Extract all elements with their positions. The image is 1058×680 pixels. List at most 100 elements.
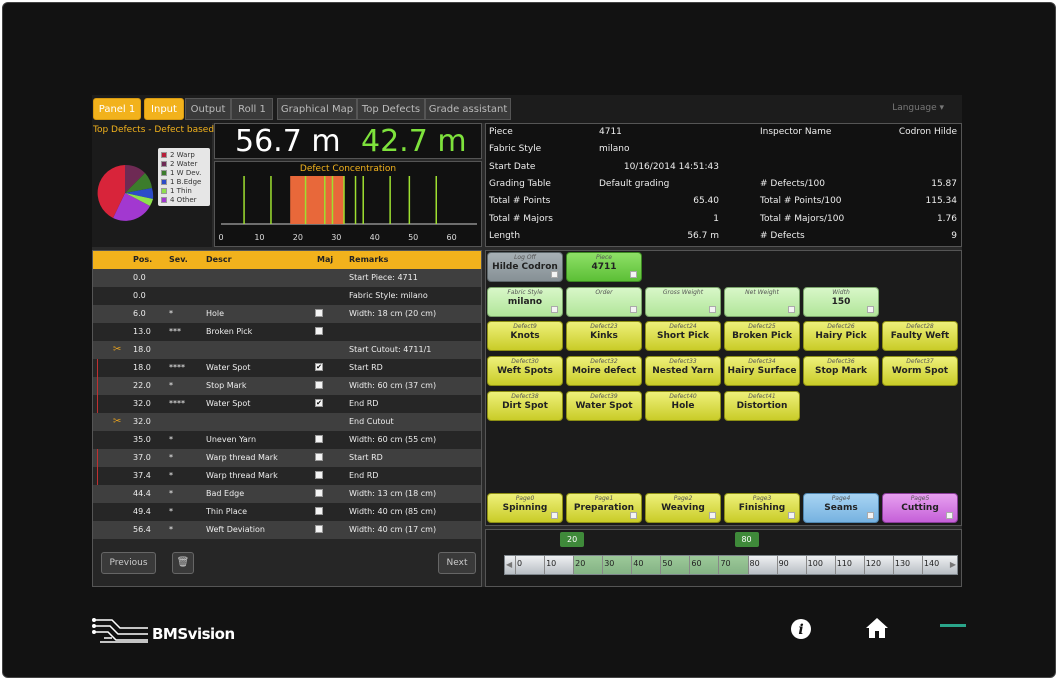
cell-remarks: Width: 60 cm (55 cm) xyxy=(349,435,437,444)
table-row[interactable]: 56.4 * Weft Deviation Width: 40 cm (17 cm) xyxy=(93,521,481,539)
length-ruler[interactable]: 0 10 20 30 40 50 60 70 80 90 100 110 120 130 140 ◀ ▶ xyxy=(504,555,958,575)
home-icon[interactable] xyxy=(864,616,890,640)
btn-cutting[interactable]: Page5 Cutting xyxy=(882,493,958,523)
table-row[interactable]: 0.0 Fabric Style: milano xyxy=(93,287,481,305)
table-row[interactable]: 32.0 **** Water Spot End RD ✔ xyxy=(93,395,481,413)
ruler-tick xyxy=(544,556,546,574)
table-row[interactable]: 32.0 End Cutout ✂ xyxy=(93,413,481,431)
tab-grade-assistant[interactable]: Grade assistant xyxy=(425,98,511,120)
x-tick-label: 50 xyxy=(408,233,418,242)
major-checkbox[interactable] xyxy=(315,309,323,317)
btn-knots[interactable]: Defect9 Knots xyxy=(487,321,563,351)
table-row[interactable]: 13.0 *** Broken Pick xyxy=(93,323,481,341)
btn-gross-weight[interactable]: Gross Weight xyxy=(645,287,721,317)
btn-faulty-weft[interactable]: Defect28 Faulty Weft xyxy=(882,321,958,351)
major-checkbox[interactable] xyxy=(315,507,323,515)
next-button[interactable]: Next xyxy=(438,552,476,574)
btn-broken-pick[interactable]: Defect25 Broken Pick xyxy=(724,321,800,351)
btn-finishing[interactable]: Page3 Finishing xyxy=(724,493,800,523)
btn-spinning[interactable]: Page0 Spinning xyxy=(487,493,563,523)
trash-icon[interactable]: 🗑 xyxy=(172,552,194,574)
legend-swatch xyxy=(161,160,167,167)
tab-panel-1[interactable]: Panel 1 xyxy=(93,98,141,120)
table-row[interactable]: 44.4 * Bad Edge Width: 13 cm (18 cm) xyxy=(93,485,481,503)
info-icon[interactable]: i xyxy=(790,618,812,640)
table-row[interactable]: 35.0 * Uneven Yarn Width: 60 cm (55 cm) xyxy=(93,431,481,449)
table-row[interactable]: 37.0 * Warp thread Mark Start RD xyxy=(93,449,481,467)
ruler-left-arrow-icon[interactable]: ◀ xyxy=(506,560,513,569)
previous-button[interactable]: Previous xyxy=(101,552,156,574)
table-row[interactable]: 49.4 * Thin Place Width: 40 cm (85 cm) xyxy=(93,503,481,521)
tab-output[interactable]: Output xyxy=(185,98,231,120)
btn-order[interactable]: Order xyxy=(566,287,642,317)
btn-worm-spot[interactable]: Defect37 Worm Spot xyxy=(882,356,958,386)
button-caption: Defect24 xyxy=(669,323,697,330)
btn-hairy-surface[interactable]: Defect34 Hairy Surface xyxy=(724,356,800,386)
btn-milano[interactable]: Fabric Style milano xyxy=(487,287,563,317)
ruler-selection[interactable] xyxy=(573,556,748,574)
cell-sev: * xyxy=(169,435,173,444)
major-checkbox[interactable] xyxy=(315,471,323,479)
btn-nested-yarn[interactable]: Defect33 Nested Yarn xyxy=(645,356,721,386)
btn-weft-spots[interactable]: Defect30 Weft Spots xyxy=(487,356,563,386)
cell-remarks: Width: 40 cm (17 cm) xyxy=(349,525,437,534)
btn-water-spot[interactable]: Defect39 Water Spot xyxy=(566,391,642,421)
table-row[interactable]: 18.0 **** Water Spot Start RD ✔ xyxy=(93,359,481,377)
info-value: 65.40 xyxy=(693,196,719,207)
language-select[interactable]: Language ▾ xyxy=(892,103,944,113)
btn-hairy-pick[interactable]: Defect26 Hairy Pick xyxy=(803,321,879,351)
major-checkbox[interactable] xyxy=(315,435,323,443)
button-caption: Defect30 xyxy=(511,358,539,365)
legend-label: 1 Thin xyxy=(170,186,192,195)
table-row[interactable]: 37.4 * Warp thread Mark End RD xyxy=(93,467,481,485)
btn-distortion[interactable]: Defect41 Distortion xyxy=(724,391,800,421)
ruler-marker-high[interactable]: 80 xyxy=(734,532,759,547)
table-row[interactable]: 22.0 * Stop Mark Width: 60 cm (37 cm) xyxy=(93,377,481,395)
btn-moire-defect[interactable]: Defect32 Moire defect xyxy=(566,356,642,386)
btn-150[interactable]: Width 150 xyxy=(803,287,879,317)
btn-net-weight[interactable]: Net Weight xyxy=(724,287,800,317)
cell-descr: Uneven Yarn xyxy=(206,435,257,444)
cutout-icon: ✂ xyxy=(113,416,122,427)
ruler-tick-label: 10 xyxy=(546,559,557,568)
button-corner-icon xyxy=(551,271,558,278)
cell-descr: Bad Edge xyxy=(206,489,245,498)
btn-weaving[interactable]: Page2 Weaving xyxy=(645,493,721,523)
cell-sev: **** xyxy=(169,399,185,408)
btn-stop-mark[interactable]: Defect36 Stop Mark xyxy=(803,356,879,386)
info-value: 15.87 xyxy=(931,178,957,189)
tab-input[interactable]: Input xyxy=(144,98,184,120)
legend-swatch xyxy=(161,196,167,203)
major-checkbox[interactable] xyxy=(315,453,323,461)
major-checkbox[interactable] xyxy=(315,381,323,389)
major-checkbox[interactable]: ✔ xyxy=(315,363,323,371)
info-label: Grading Table xyxy=(489,178,551,189)
tab-graphical-map[interactable]: Graphical Map xyxy=(277,98,357,120)
major-checkbox[interactable] xyxy=(315,525,323,533)
tab-roll-1[interactable]: Roll 1 xyxy=(231,98,273,120)
btn-seams[interactable]: Page4 Seams xyxy=(803,493,879,523)
btn-short-pick[interactable]: Defect24 Short Pick xyxy=(645,321,721,351)
col-pos: Pos. xyxy=(133,255,153,264)
btn-hole[interactable]: Defect40 Hole xyxy=(645,391,721,421)
button-caption: Defect34 xyxy=(748,358,776,365)
cell-pos: 49.4 xyxy=(133,507,151,516)
major-checkbox[interactable] xyxy=(315,327,323,335)
button-caption: Defect33 xyxy=(669,358,697,365)
button-caption: Defect36 xyxy=(827,358,855,365)
ruler-right-arrow-icon[interactable]: ▶ xyxy=(949,560,956,569)
major-checkbox[interactable]: ✔ xyxy=(315,399,323,407)
btn-dirt-spot[interactable]: Defect38 Dirt Spot xyxy=(487,391,563,421)
btn-hilde-codron[interactable]: Log Off Hilde Codron xyxy=(487,252,563,282)
table-row[interactable]: 0.0 Start Piece: 4711 xyxy=(93,269,481,287)
btn-preparation[interactable]: Page1 Preparation xyxy=(566,493,642,523)
button-label: Weaving xyxy=(661,503,705,513)
tab-top-defects[interactable]: Top Defects xyxy=(357,98,425,120)
ruler-marker-low[interactable]: 20 xyxy=(560,532,585,547)
table-row[interactable]: 6.0 * Hole Width: 18 cm (20 cm) xyxy=(93,305,481,323)
btn-kinks[interactable]: Defect23 Kinks xyxy=(566,321,642,351)
btn-4711[interactable]: Piece 4711 xyxy=(566,252,642,282)
col-maj: Maj xyxy=(317,255,334,264)
major-checkbox[interactable] xyxy=(315,489,323,497)
table-row[interactable]: 18.0 Start Cutout: 4711/1 ✂ xyxy=(93,341,481,359)
